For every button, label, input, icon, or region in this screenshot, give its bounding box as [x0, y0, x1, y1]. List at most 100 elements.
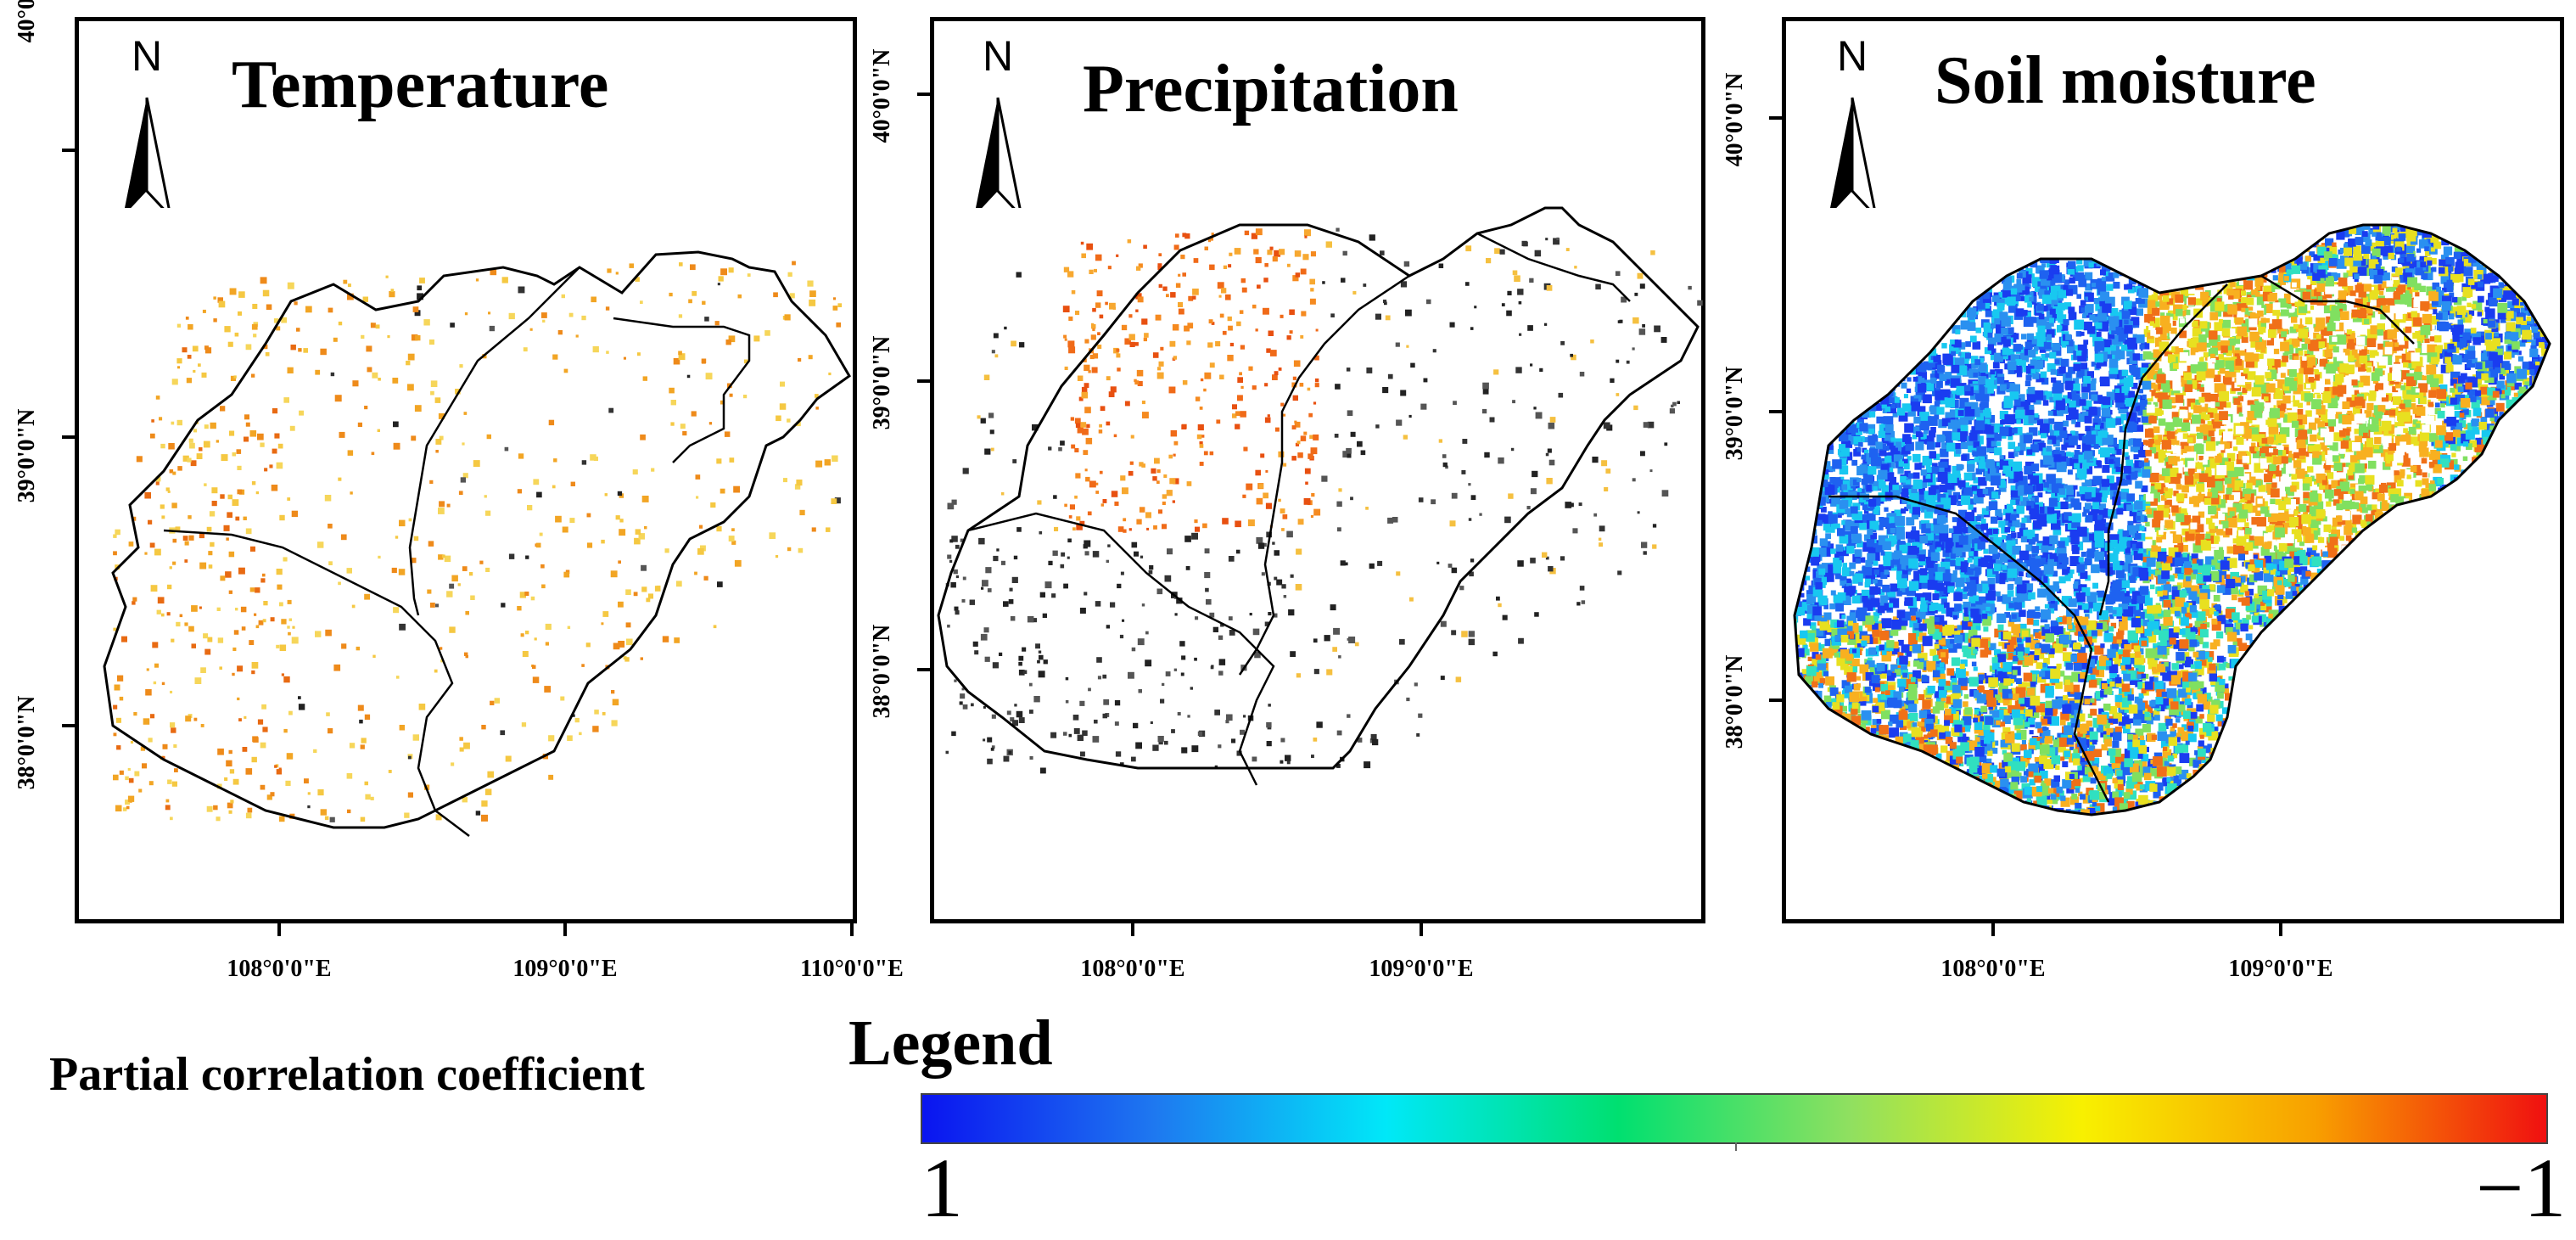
raster-cell [1208, 319, 1213, 324]
raster-cell [1203, 451, 1208, 456]
raster-cell [1392, 517, 1398, 523]
raster-cell [2409, 596, 2418, 606]
raster-cell [228, 749, 232, 755]
raster-cell [669, 292, 673, 297]
raster-cell [201, 372, 207, 378]
raster-cell [1190, 687, 1193, 690]
raster-cell [2436, 631, 2446, 640]
raster-cell [1352, 290, 1357, 295]
raster-cell [629, 263, 634, 268]
raster-cell [1014, 704, 1017, 707]
raster-cell [1291, 456, 1296, 461]
raster-cell [2289, 675, 2295, 682]
raster-cell [2328, 764, 2337, 772]
raster-cell [371, 452, 375, 456]
raster-cell [720, 400, 725, 405]
raster-cell [2410, 576, 2417, 584]
raster-cell [2512, 241, 2521, 251]
raster-cell [2490, 815, 2500, 825]
raster-cell [346, 773, 353, 779]
raster-cell [203, 440, 210, 448]
raster-cell [1342, 250, 1347, 256]
raster-cell [2547, 412, 2550, 422]
raster-cell [1840, 343, 1845, 348]
raster-cell [150, 585, 158, 592]
raster-cell [954, 679, 957, 682]
raster-cell [1879, 260, 1890, 270]
raster-cell [1016, 527, 1022, 532]
raster-cell [1887, 368, 1896, 378]
raster-cell [2450, 234, 2456, 239]
raster-cell [2347, 686, 2357, 696]
raster-cell [1853, 317, 1863, 327]
raster-cell [2388, 648, 2395, 655]
raster-cell [338, 321, 343, 326]
raster-cell [2395, 630, 2405, 639]
raster-cell [1906, 805, 1912, 812]
raster-cell [2210, 807, 2218, 815]
raster-cell [329, 816, 335, 822]
raster-cell [1917, 235, 1923, 241]
raster-cell [2475, 732, 2485, 743]
raster-cell [204, 483, 207, 486]
raster-cell [635, 529, 641, 535]
raster-cell [428, 541, 434, 547]
raster-cell [1204, 572, 1211, 579]
raster-cell [219, 666, 222, 670]
raster-cell [2470, 715, 2478, 722]
raster-cell [2295, 811, 2304, 815]
raster-cell [2406, 779, 2414, 788]
raster-cell [2441, 704, 2451, 715]
raster-cell [417, 285, 423, 291]
raster-cell [1110, 386, 1117, 393]
raster-cell [2510, 463, 2520, 474]
district-boundary [1476, 232, 1631, 302]
raster-cell [2324, 674, 2332, 682]
raster-cell [253, 334, 257, 338]
raster-cell [1469, 571, 1474, 577]
raster-cell [2477, 586, 2487, 596]
raster-cell [2515, 225, 2523, 227]
raster-cell [2020, 817, 2030, 827]
raster-cell [1474, 306, 1477, 309]
raster-cell [1219, 374, 1224, 379]
raster-cell [1546, 285, 1553, 291]
raster-cell [1085, 476, 1090, 482]
raster-cell [1533, 407, 1537, 410]
raster-cell [1857, 397, 1868, 408]
raster-cell [2556, 278, 2562, 284]
raster-cell [2338, 654, 2347, 664]
raster-cell [1632, 317, 1639, 324]
raster-cell [2344, 620, 2353, 627]
raster-cell [1542, 552, 1548, 558]
raster-cell [2516, 234, 2527, 244]
raster-cell [1083, 358, 1087, 362]
raster-cell [720, 488, 725, 494]
raster-cell [2473, 738, 2483, 748]
raster-cell [2544, 263, 2550, 273]
raster-cell [1311, 755, 1314, 758]
raster-cell [1114, 721, 1119, 726]
raster-cell [2357, 755, 2363, 760]
raster-cell [674, 637, 680, 643]
raster-cell [2167, 228, 2174, 235]
raster-cell [1387, 517, 1394, 524]
raster-cell [1914, 317, 1919, 322]
raster-cell [552, 354, 558, 360]
raster-cell [333, 664, 341, 671]
raster-cell [2181, 545, 2188, 553]
raster-cell [2143, 225, 2151, 233]
raster-cell [1526, 506, 1531, 510]
raster-cell [271, 485, 278, 491]
raster-cell [2540, 253, 2545, 258]
raster-cell [1295, 272, 1301, 278]
raster-cell [2358, 614, 2368, 623]
raster-cell [179, 614, 183, 618]
raster-cell [978, 537, 985, 545]
raster-cell [980, 418, 986, 424]
raster-cell [1949, 819, 1954, 824]
raster-cell [1185, 566, 1190, 570]
raster-cell [251, 481, 256, 485]
raster-cell [1209, 612, 1215, 618]
raster-cell [232, 778, 239, 785]
